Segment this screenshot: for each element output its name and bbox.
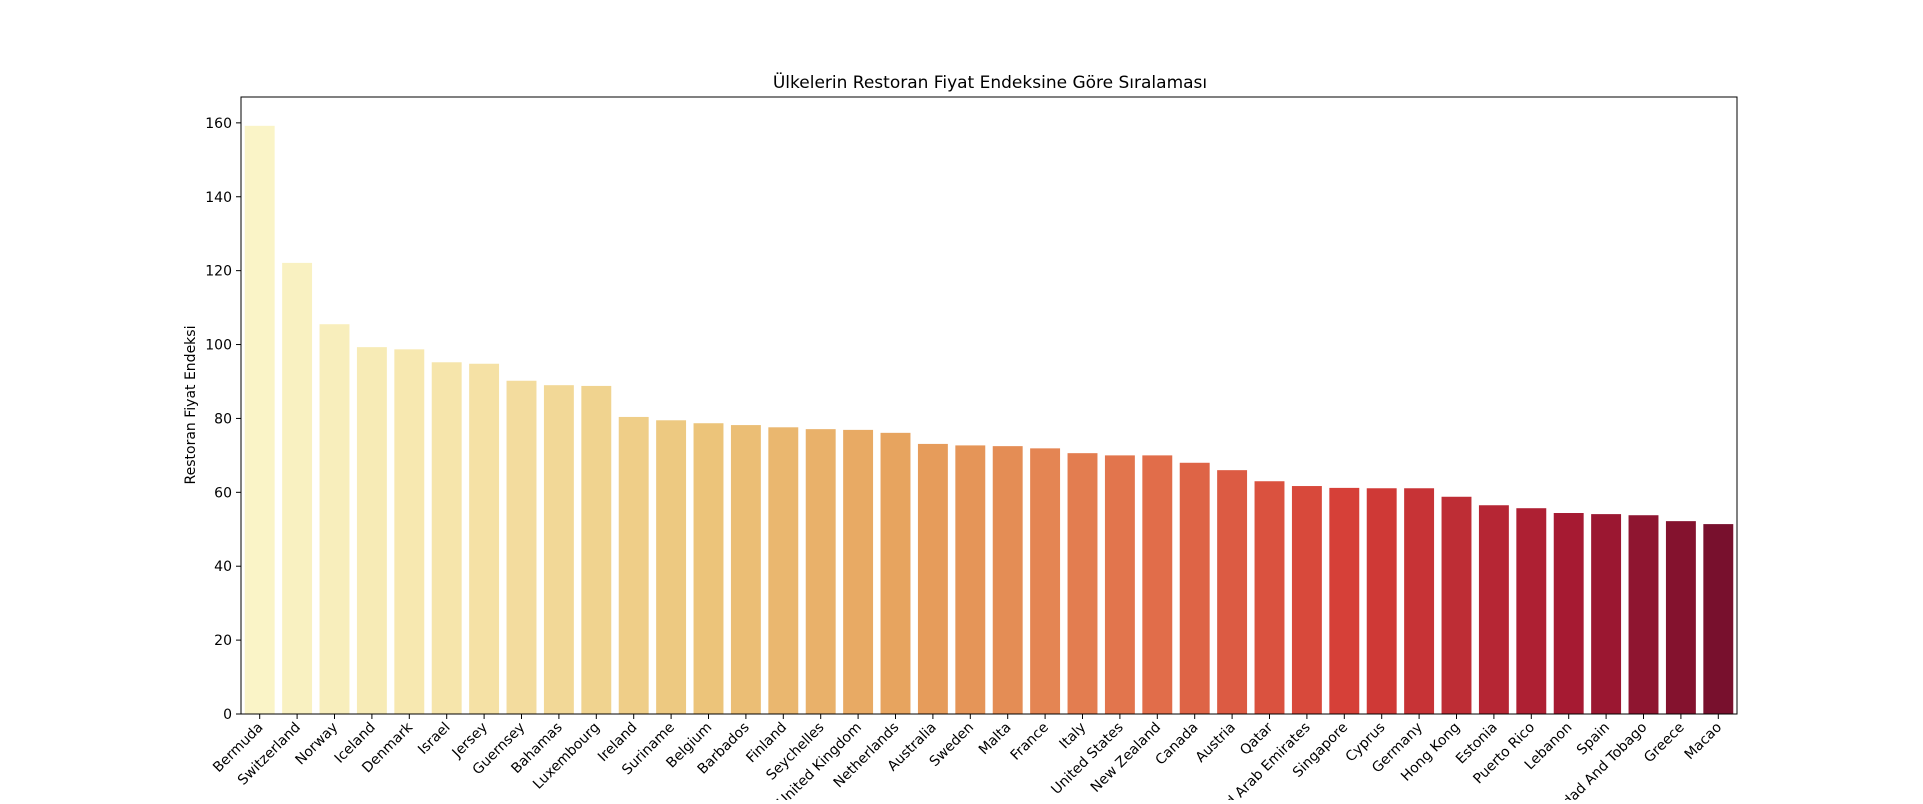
bar-malta	[992, 446, 1023, 714]
bar-cyprus	[1366, 488, 1397, 714]
bar-bermuda	[244, 125, 275, 714]
bar-guernsey	[506, 380, 537, 714]
bar-switzerland	[282, 262, 313, 714]
bar-new-zealand	[1142, 455, 1173, 714]
y-tick-label: 80	[214, 411, 232, 427]
y-tick-label: 140	[205, 190, 232, 206]
plot-frame	[240, 96, 1738, 715]
bar-barbados	[730, 425, 761, 714]
x-tick-label: Luxembourg	[530, 720, 603, 793]
bar-austria	[1217, 470, 1248, 714]
y-tick-label: 100	[205, 338, 232, 354]
y-axis: 0 20 40 60 80 100 120 140 160	[205, 116, 241, 723]
bar-macao	[1703, 524, 1734, 714]
bar-qatar	[1254, 481, 1285, 714]
bar-canada	[1179, 462, 1210, 714]
bar-seychelles	[805, 429, 836, 714]
bar-denmark	[394, 349, 425, 714]
bar-sweden	[955, 445, 986, 714]
bar-singapore	[1329, 487, 1360, 714]
y-tick-label: 120	[205, 264, 232, 280]
y-axis-label: Restoran Fiyat Endeksi	[183, 326, 199, 485]
bar-luxembourg	[581, 385, 612, 714]
y-tick-label: 0	[223, 707, 232, 723]
y-tick-label: 20	[214, 633, 232, 649]
y-tick-label: 40	[214, 559, 232, 575]
bar-jersey	[469, 363, 500, 714]
bar-trinidad-and-tobago	[1628, 515, 1659, 714]
x-tick-label: Greece	[1641, 720, 1688, 767]
bar-italy	[1067, 453, 1098, 714]
bar-hong-kong	[1441, 496, 1472, 714]
bar-belgium	[693, 423, 724, 714]
bar-israel	[431, 362, 462, 714]
bar-bahamas	[543, 385, 574, 714]
bar-iceland	[356, 347, 387, 714]
bar-united-arab-emirates	[1291, 486, 1322, 714]
chart-title: Ülkelerin Restoran Fiyat Endeksine Göre …	[773, 71, 1207, 93]
bar-united-states	[1104, 455, 1135, 714]
bar-spain	[1591, 514, 1622, 714]
x-tick-label: France	[1008, 720, 1052, 764]
bar-greece	[1665, 521, 1696, 714]
bar-estonia	[1478, 505, 1509, 714]
bar-suriname	[656, 420, 687, 714]
bar-puerto-rico	[1516, 508, 1547, 714]
bar-france	[1030, 448, 1061, 714]
bar-ireland	[618, 416, 649, 714]
x-tick-label: Austria	[1193, 720, 1239, 766]
y-tick-label: 160	[205, 116, 232, 132]
x-tick-label: Italy	[1057, 720, 1090, 753]
bar-australia	[917, 443, 948, 714]
bar-germany	[1404, 488, 1435, 714]
bar-lebanon	[1553, 513, 1584, 714]
y-tick-label: 60	[214, 485, 232, 501]
x-tick-label: Macao	[1682, 720, 1725, 763]
bar-norway	[319, 324, 350, 714]
bar-netherlands	[880, 432, 911, 714]
bars-group	[244, 125, 1734, 714]
bar-finland	[768, 427, 799, 714]
x-tick-label: Israel	[415, 720, 453, 758]
bar-united-kingdom	[843, 429, 874, 714]
